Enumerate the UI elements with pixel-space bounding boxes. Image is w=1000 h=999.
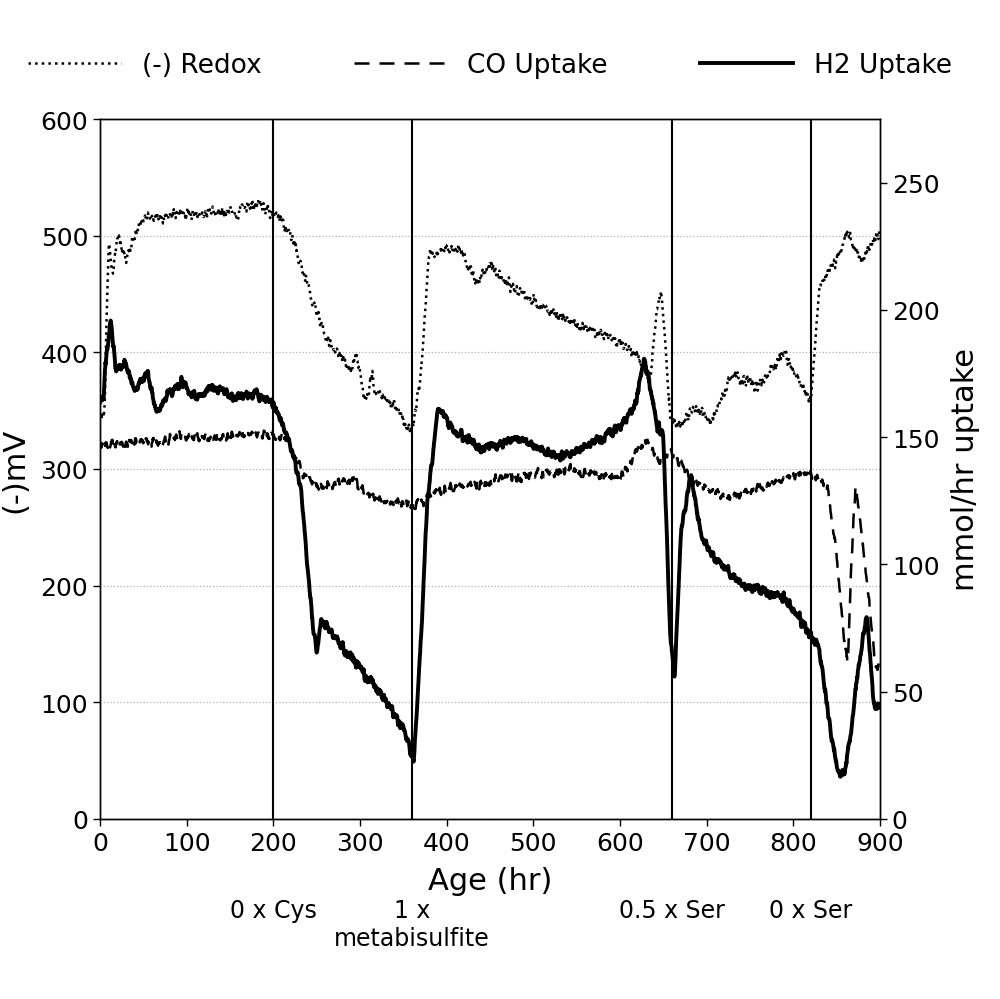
H2 Uptake [427,447,439,459]
(-) Redox [94,408,106,420]
CO Uptake [427,486,439,498]
Text: 0.5 x Ser: 0.5 x Ser [619,898,725,922]
H2 Uptake [775,592,787,604]
Line: CO Uptake: CO Uptake [100,431,880,670]
(-) Redox [246,195,258,207]
H2 Uptake [874,698,886,710]
(-) Redox [183,207,195,219]
CO Uptake [871,664,883,676]
CO Uptake [265,425,277,437]
CO Uptake [775,477,787,489]
(-) Redox [874,225,886,237]
Text: 1 x
metabisulfite: 1 x metabisulfite [334,898,490,950]
CO Uptake [874,661,886,673]
Y-axis label: mmol/hr uptake: mmol/hr uptake [951,348,980,591]
(-) Redox [859,248,871,260]
X-axis label: Age (hr): Age (hr) [428,866,552,895]
H2 Uptake [859,620,871,632]
Y-axis label: (-)mV: (-)mV [0,427,29,512]
H2 Uptake [230,395,242,407]
CO Uptake [229,427,241,439]
(-) Redox [775,351,787,363]
H2 Uptake [834,771,846,783]
(-) Redox [229,208,241,220]
CO Uptake [859,559,871,571]
Legend: (-) Redox, CO Uptake, H2 Uptake: (-) Redox, CO Uptake, H2 Uptake [18,42,962,89]
Line: (-) Redox: (-) Redox [100,201,880,432]
H2 Uptake [105,316,117,328]
H2 Uptake [393,715,405,727]
H2 Uptake [183,388,195,400]
Text: 0 x Cys: 0 x Cys [230,898,317,922]
CO Uptake [94,437,106,449]
Line: H2 Uptake: H2 Uptake [100,322,880,777]
CO Uptake [393,498,405,509]
(-) Redox [404,426,416,438]
H2 Uptake [94,397,106,409]
(-) Redox [427,250,439,262]
(-) Redox [393,409,405,421]
Text: 0 x Ser: 0 x Ser [769,898,852,922]
CO Uptake [183,429,195,441]
